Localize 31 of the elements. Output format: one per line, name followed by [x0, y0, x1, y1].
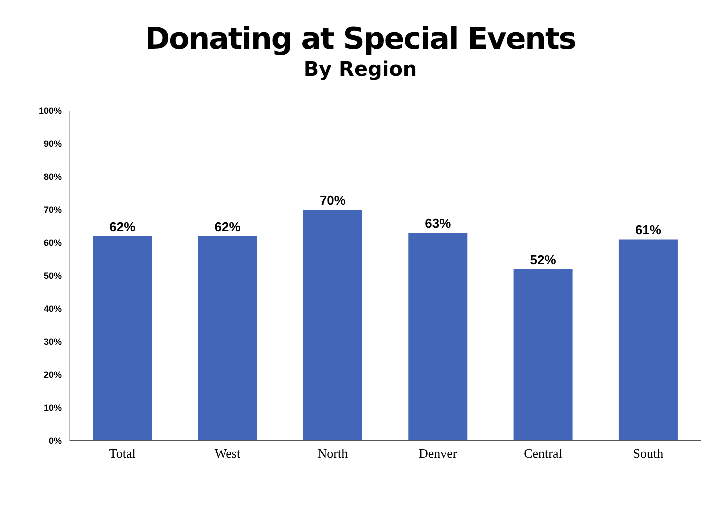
data-label: 63% [425, 216, 452, 232]
y-tick-label: 0% [48, 436, 62, 446]
bar [514, 269, 573, 441]
y-tick-label: 10% [44, 403, 62, 414]
x-tick-label: North [318, 446, 349, 462]
y-tick-label: 80% [44, 172, 62, 182]
x-tick-label: Denver [418, 446, 458, 462]
data-label: 62% [110, 219, 136, 234]
bar [93, 236, 152, 441]
y-tick-label: 90% [44, 139, 62, 150]
y-tick-label: 60% [44, 238, 62, 248]
y-tick-label: 40% [44, 304, 62, 314]
chart-subtitle: By Region [302, 57, 418, 81]
y-tick-label: 100% [38, 106, 62, 116]
bar [618, 240, 678, 441]
x-tick-label: South [633, 446, 664, 462]
data-label: 70% [320, 193, 346, 208]
data-label: 62% [214, 219, 242, 234]
y-tick-label: 50% [44, 271, 62, 282]
bar [408, 233, 468, 441]
y-tick-label: 70% [44, 205, 62, 216]
x-tick-label: Central [524, 446, 563, 462]
y-tick-label: 30% [44, 337, 62, 348]
bar [303, 210, 362, 441]
bar [198, 236, 258, 441]
x-tick-label: West [214, 446, 241, 462]
data-label: 61% [635, 222, 662, 238]
x-tick-label: Total [109, 446, 136, 462]
chart-title: Donating at Special Events [144, 21, 577, 57]
y-tick-label: 20% [44, 370, 62, 380]
data-label: 52% [530, 252, 557, 268]
